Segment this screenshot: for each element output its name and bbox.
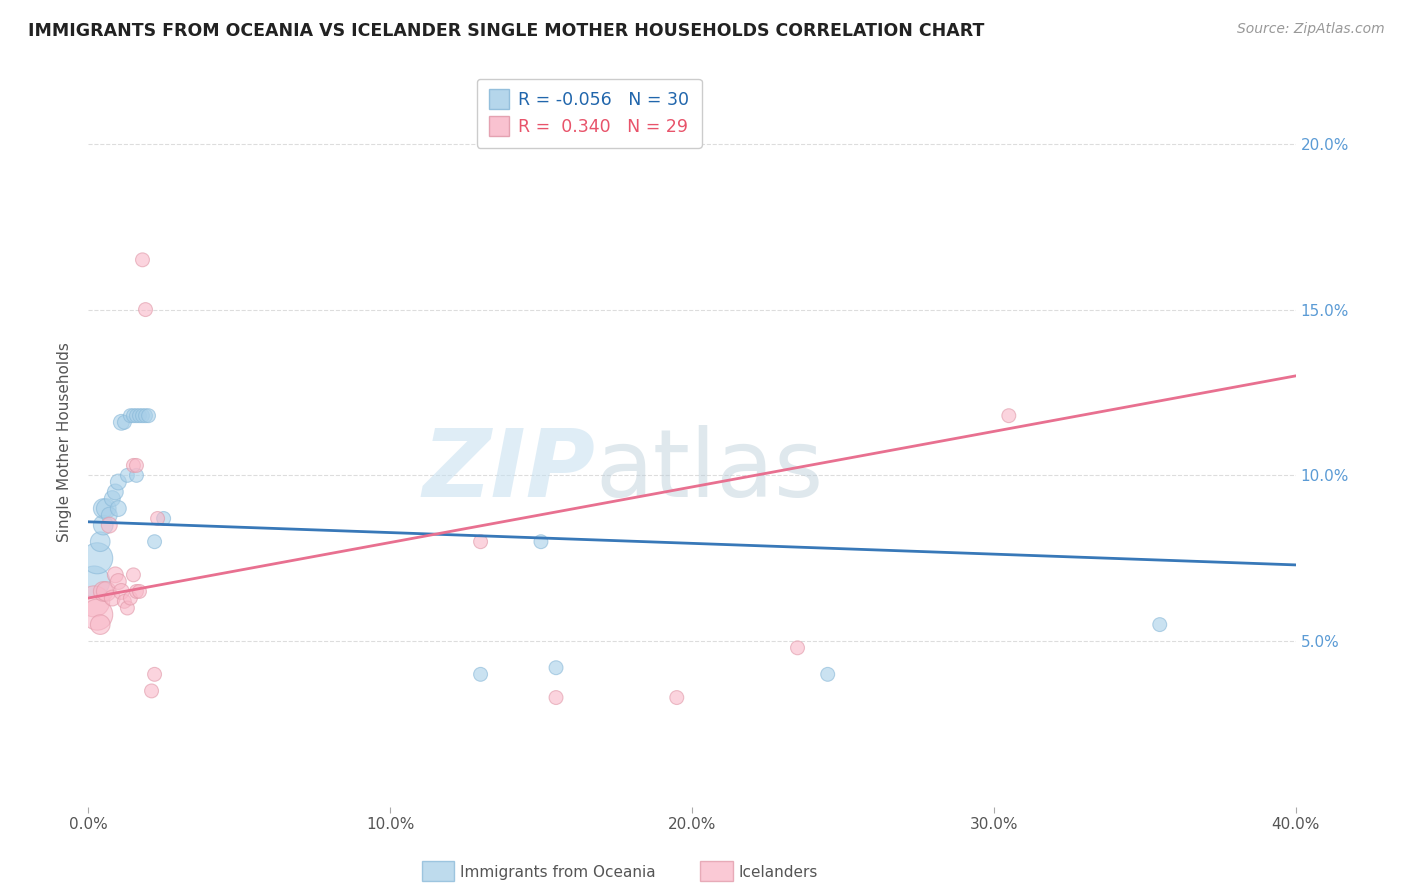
Point [91,584,114,599]
Point [131,409,153,423]
Text: Immigrants from Oceania: Immigrants from Oceania [460,865,655,880]
Point [120,591,142,605]
Point [470,534,492,549]
Point [107,475,129,489]
Text: ZIP: ZIP [422,425,595,517]
Y-axis label: Single Mother Households: Single Mother Households [58,343,72,542]
Point [96,501,118,516]
Point [128,584,150,599]
Point [786,640,808,655]
Point [152,511,174,525]
Point [112,415,135,429]
Point [143,667,166,681]
Point [104,567,127,582]
Point [125,458,148,473]
Point [131,252,153,267]
Text: IMMIGRANTS FROM OCEANIA VS ICELANDER SINGLE MOTHER HOUSEHOLDS CORRELATION CHART: IMMIGRANTS FROM OCEANIA VS ICELANDER SIN… [28,22,984,40]
Point [98,518,121,533]
Point [125,468,148,483]
Point [146,511,169,525]
Point [98,508,121,523]
Point [101,491,124,506]
Point [122,567,145,582]
Point [125,584,148,599]
Point [122,409,145,423]
Text: atlas: atlas [595,425,824,517]
Point [83,594,105,608]
Point [110,584,132,599]
Point [89,617,111,632]
Point [91,518,114,533]
Point [1149,617,1171,632]
Point [112,594,135,608]
Point [122,458,145,473]
Point [107,501,129,516]
Point [120,409,142,423]
Point [544,690,567,705]
Point [96,584,118,599]
Point [86,551,108,566]
Text: Source: ZipAtlas.com: Source: ZipAtlas.com [1237,22,1385,37]
Point [665,127,688,141]
Point [544,661,567,675]
Point [117,601,139,615]
Point [91,501,114,516]
Point [107,574,129,589]
Point [143,534,166,549]
Point [134,302,156,317]
Point [104,485,127,500]
Point [138,409,160,423]
Point [86,607,108,622]
Legend: R = -0.056   N = 30, R =  0.340   N = 29: R = -0.056 N = 30, R = 0.340 N = 29 [477,78,702,148]
Point [134,409,156,423]
Point [89,534,111,549]
Point [117,468,139,483]
Point [470,667,492,681]
Point [530,534,553,549]
Point [110,415,132,429]
Point [125,409,148,423]
Point [998,409,1021,423]
Text: Icelanders: Icelanders [738,865,817,880]
Point [128,409,150,423]
Point [665,690,688,705]
Point [817,667,839,681]
Point [101,591,124,605]
Point [141,684,163,698]
Point [83,574,105,589]
